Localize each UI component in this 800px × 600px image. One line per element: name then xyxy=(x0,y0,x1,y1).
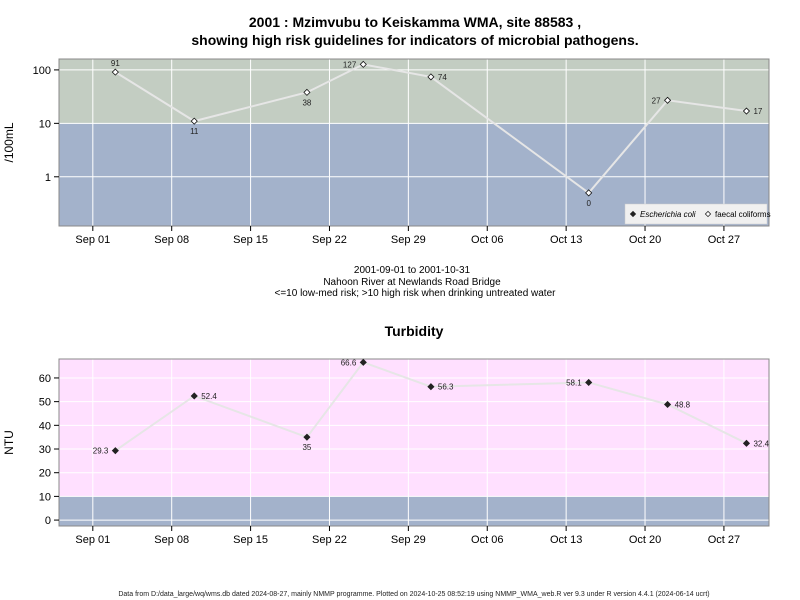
chart1-subtitle-dates: 2001-09-01 to 2001-10-31 xyxy=(354,265,471,276)
legend-label: Escherichia coli xyxy=(640,210,696,219)
x-tick-label: Oct 06 xyxy=(471,234,503,246)
legend-marker xyxy=(704,210,712,218)
x-tick-label: Sep 08 xyxy=(154,234,189,246)
data-point-label: 17 xyxy=(753,107,762,116)
y-tick-label: 10 xyxy=(39,491,51,503)
legend-label: faecal coliforms xyxy=(715,210,771,219)
data-point-marker xyxy=(359,60,367,68)
data-point-marker xyxy=(664,96,672,104)
x-tick-label: Oct 20 xyxy=(629,534,661,546)
y-tick-label: 0 xyxy=(45,515,51,527)
legend: Escherichia coli faecal coliforms xyxy=(624,203,771,225)
data-point-marker xyxy=(585,378,593,387)
y-tick-label: 10 xyxy=(39,118,51,130)
y-tick-label: 40 xyxy=(39,420,51,432)
data-point-marker xyxy=(190,117,198,125)
data-point-label: 74 xyxy=(438,73,447,82)
data-point-label: 56.3 xyxy=(438,383,454,392)
x-tick-label: Sep 22 xyxy=(312,534,347,546)
data-point-label: 0 xyxy=(586,199,591,208)
x-tick-label: Oct 06 xyxy=(471,534,503,546)
x-tick-label: Sep 15 xyxy=(233,234,268,246)
data-point-label: 29.3 xyxy=(93,447,109,456)
data-point-marker xyxy=(742,439,751,447)
data-point-label: 35 xyxy=(302,443,311,452)
data-point-marker xyxy=(359,358,367,366)
x-tick-label: Sep 22 xyxy=(312,234,347,246)
data-point-marker xyxy=(427,383,435,391)
data-point-label: 91 xyxy=(111,59,120,68)
plot-frame xyxy=(58,358,770,527)
chart1-subtitle-site: Nahoon River at Newlands Road Bridge xyxy=(323,277,501,288)
x-tick-label: Sep 01 xyxy=(75,234,110,246)
legend-marker xyxy=(629,210,637,218)
x-tick-label: Oct 27 xyxy=(708,234,740,246)
y-tick-label: 20 xyxy=(39,468,51,480)
chart1-subtitle-guideline: <=10 low-med risk; >10 high risk when dr… xyxy=(275,288,557,299)
data-point-marker xyxy=(190,392,198,400)
data-point-label: 48.8 xyxy=(675,400,691,409)
low-risk-band xyxy=(59,496,769,526)
data-point-label: 127 xyxy=(343,60,357,69)
data-point-label: 27 xyxy=(652,96,661,105)
turbidity-plot: Sep 01 Sep 08 Sep 15 Sep 22 Sep 29 Oct 06 Oct … xyxy=(2,358,770,546)
x-tick-label: Sep 15 xyxy=(233,534,268,546)
series-line xyxy=(114,361,747,452)
y-tick-label: 60 xyxy=(39,373,51,385)
x-tick-label: Sep 08 xyxy=(154,534,189,546)
high-risk-band xyxy=(59,59,769,124)
x-tick-label: Sep 01 xyxy=(75,534,110,546)
x-tick-label: Sep 29 xyxy=(391,534,426,546)
series-line xyxy=(114,63,747,195)
data-point-label: 32.4 xyxy=(753,439,769,448)
x-tick-label: Sep 29 xyxy=(391,234,426,246)
x-tick-label: Oct 27 xyxy=(708,534,740,546)
data-point-marker xyxy=(111,68,119,76)
chart1-title-line1: 2001 : Mzimvubu to Keiskamma WMA, site 8… xyxy=(249,14,581,30)
data-point-marker xyxy=(303,88,311,96)
y-tick-label: 100 xyxy=(33,65,51,77)
data-point-label: 58.1 xyxy=(566,378,582,387)
data-point-label: 66.6 xyxy=(341,358,357,367)
data-point-marker xyxy=(742,107,751,115)
data-point-marker xyxy=(303,433,311,441)
data-point-marker xyxy=(427,73,435,81)
y-axis-title: NTU xyxy=(2,430,16,455)
data-point-label: 11 xyxy=(190,127,199,136)
footer-note: Data from D:/data_large/wq/wms.db dated … xyxy=(118,591,709,598)
y-tick-label: 1 xyxy=(45,172,51,184)
data-point-marker xyxy=(585,189,593,197)
data-point-label: 38 xyxy=(302,98,311,107)
y-tick-label: 50 xyxy=(39,397,51,409)
high-risk-band xyxy=(59,359,769,497)
legend-box xyxy=(624,203,768,225)
plot-frame xyxy=(58,58,770,227)
data-point-marker xyxy=(111,447,119,455)
chart2-title: Turbidity xyxy=(385,323,444,339)
x-tick-label: Oct 13 xyxy=(550,534,582,546)
x-tick-label: Oct 13 xyxy=(550,234,582,246)
chart1-title-line2: showing high risk guidelines for indicat… xyxy=(191,32,638,48)
x-tick-label: Oct 20 xyxy=(629,234,661,246)
y-tick-label: 30 xyxy=(39,444,51,456)
data-point-label: 52.4 xyxy=(201,392,217,401)
microbial-plot: Sep 01 Sep 08 Sep 15 Sep 22 Sep 29 Oct 06 Oct … xyxy=(2,58,771,246)
data-point-marker xyxy=(664,400,672,409)
y-axis-title: /100mL xyxy=(2,122,16,162)
